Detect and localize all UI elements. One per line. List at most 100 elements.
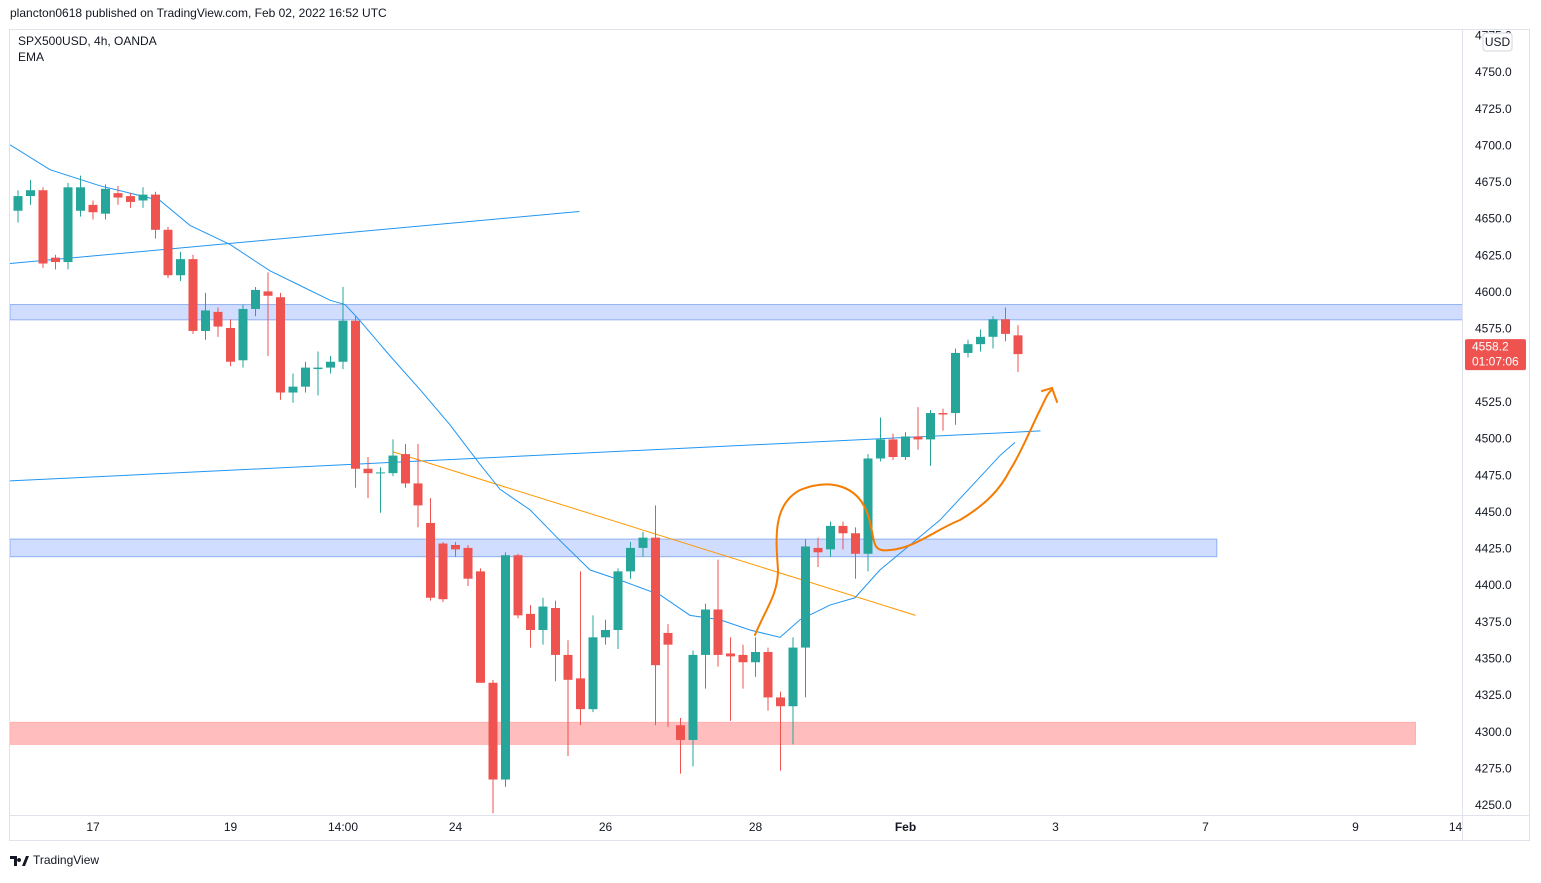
candle-body <box>863 458 873 554</box>
currency-box <box>1482 32 1513 52</box>
candle-body <box>176 259 185 276</box>
candle-body <box>963 344 973 353</box>
drawings <box>754 386 1058 636</box>
y-tick-label: 4325.0 <box>1475 688 1512 702</box>
candle-body <box>326 361 335 368</box>
candle-body <box>1013 335 1023 355</box>
y-tick-label: 4350.0 <box>1475 651 1512 665</box>
candle-body <box>163 229 173 276</box>
candle-body <box>826 525 835 550</box>
candle-body <box>463 547 473 579</box>
candle-body <box>751 651 760 663</box>
y-tick-label: 4650.0 <box>1475 212 1512 226</box>
chart-frame <box>9 29 1530 841</box>
candle-body <box>788 647 798 707</box>
x-tick-label: 24 <box>449 820 463 834</box>
candle-body <box>638 537 648 548</box>
candle-body <box>501 555 510 780</box>
candle-body <box>376 472 385 474</box>
axes: 4250.0 4275.0 4300.0 4325.0 4350.0 4375.0 4400… <box>86 28 1512 834</box>
candle-body <box>938 413 948 415</box>
candle-body <box>601 630 610 638</box>
candle-body <box>951 352 960 414</box>
x-tick-label: 14 <box>1449 820 1463 834</box>
x-tick-label: 28 <box>749 820 763 834</box>
y-tick-label: 4750.0 <box>1475 65 1512 79</box>
candle-body <box>488 682 498 780</box>
candle-body <box>251 289 260 309</box>
ema-line <box>10 144 1016 638</box>
candle-body <box>201 310 210 331</box>
candle-body <box>888 439 898 458</box>
y-tick-label: 4575.0 <box>1475 322 1512 336</box>
candle-body <box>276 297 285 393</box>
publish-header: plancton0618 published on TradingView.co… <box>10 6 387 20</box>
y-tick-label: 4425.0 <box>1475 542 1512 556</box>
y-tick-label: 4525.0 <box>1475 395 1512 409</box>
tradingview-logo <box>10 856 29 866</box>
candle-body <box>688 654 698 740</box>
candle-body <box>1001 319 1010 334</box>
y-tick-label: 4675.0 <box>1475 175 1512 189</box>
candle-body <box>76 187 85 211</box>
candle-body <box>426 522 435 598</box>
price-zone <box>10 538 1218 558</box>
x-tick-label: 7 <box>1202 820 1209 834</box>
candle-body <box>776 697 785 707</box>
y-tick-label: 4475.0 <box>1475 468 1512 482</box>
candle-body <box>413 483 423 506</box>
candle-body <box>26 190 35 197</box>
candle-body <box>676 725 685 740</box>
y-tick-label: 4250.0 <box>1475 798 1512 812</box>
candle-body <box>576 678 585 710</box>
candle-body <box>138 194 148 201</box>
candle-body <box>263 291 273 296</box>
trend-line <box>10 210 580 265</box>
x-tick-label: 14:00 <box>328 820 358 834</box>
y-tick-label: 4375.0 <box>1475 615 1512 629</box>
candle-body <box>451 544 460 550</box>
candle-body <box>926 413 935 440</box>
candle-body <box>876 439 885 459</box>
trend-line <box>392 451 916 616</box>
currency: USD <box>1485 35 1511 49</box>
price-zone <box>10 304 1462 321</box>
x-tick-label: Feb <box>895 820 916 834</box>
candle-body <box>513 555 523 616</box>
candle-body <box>713 609 723 655</box>
candle-body <box>113 193 123 198</box>
arrow-head <box>1041 386 1058 403</box>
candle-body <box>851 533 860 554</box>
candle-body <box>551 608 560 655</box>
candle-body <box>763 651 773 698</box>
y-tick-label: 4700.0 <box>1475 138 1512 152</box>
candle-body <box>901 436 910 458</box>
candle-body <box>13 196 23 211</box>
candle-body <box>101 188 110 214</box>
trend-line <box>10 430 1041 482</box>
x-tick-label: 3 <box>1052 820 1059 834</box>
candle-body <box>313 367 323 370</box>
candle-body <box>701 609 710 655</box>
candle-body <box>613 571 623 631</box>
candle-body <box>338 320 348 362</box>
candle-body <box>988 319 998 337</box>
candle-body <box>401 454 410 484</box>
footer-brand: TradingView <box>33 853 99 867</box>
candle-body <box>563 654 573 680</box>
candle-body <box>226 328 235 362</box>
candle-body <box>813 547 823 553</box>
x-tick-label: 9 <box>1352 820 1359 834</box>
candle-body <box>526 613 535 631</box>
candle-body <box>63 187 73 263</box>
last-price-tag <box>1465 339 1526 371</box>
y-tick-label: 4725.0 <box>1475 102 1512 116</box>
candle-body <box>476 571 485 683</box>
candle-body <box>151 194 160 230</box>
y-tick-label: 4500.0 <box>1475 432 1512 446</box>
candle-body <box>238 308 248 361</box>
freehand-drawing <box>754 389 1053 636</box>
candle-body <box>663 632 673 645</box>
y-tick-label: 4625.0 <box>1475 248 1512 262</box>
